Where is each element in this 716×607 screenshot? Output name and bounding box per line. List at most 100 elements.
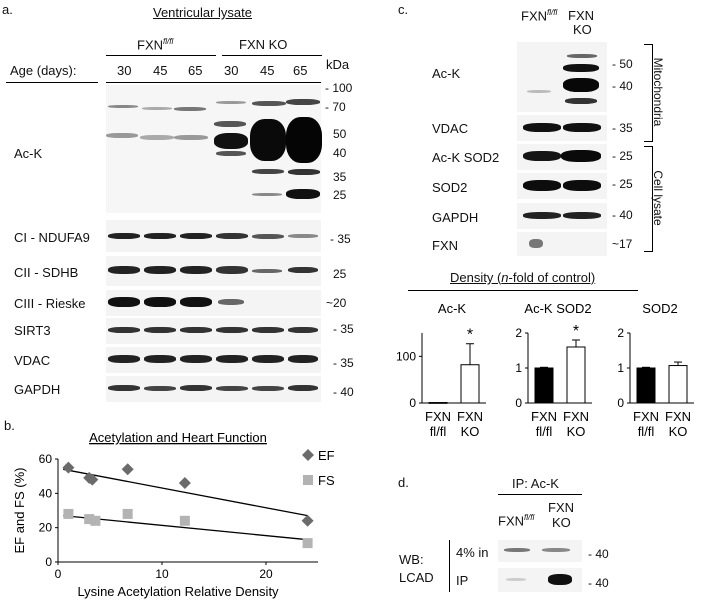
panel-a-letter: a.: [2, 2, 13, 17]
density-title: Density (n-fold of control): [450, 270, 596, 285]
y-tick-label: 0: [45, 555, 52, 569]
legend-marker-fs: [303, 475, 313, 485]
c-row-label-vdac: VDAC: [432, 121, 469, 136]
age-5: 45: [260, 63, 275, 78]
row-label-gapdh: GAPDH: [14, 382, 61, 397]
bar-ac-k-fxn-ko: [460, 364, 480, 404]
bracket-label-mitochondria: Mitochondria: [651, 57, 665, 127]
category-label-line2: KO: [461, 424, 480, 439]
y-tick-label: 40: [39, 486, 53, 500]
bar-y-tick-label-ac-k-sod2: 1: [515, 361, 522, 375]
ack-marker-50: 50: [333, 127, 347, 141]
panel-b-letter: b.: [4, 418, 15, 433]
row-label-ndufa9: CI - NDUFA9: [14, 230, 90, 245]
data-point-fs: [63, 508, 74, 519]
trendline-ef: [63, 468, 308, 517]
ack-marker-25: 25: [333, 188, 347, 202]
blot-rieske: [106, 290, 321, 316]
c-row-label-gapdh: GAPDH: [432, 210, 479, 225]
age-2: 45: [153, 63, 168, 78]
wb-label-1: WB:: [399, 552, 424, 567]
age-line: [106, 82, 321, 83]
d-row-4pct: 4% in: [456, 545, 489, 560]
age-label: Age (days):: [10, 63, 77, 78]
ip-line: [498, 494, 582, 495]
category-label-line1: FXN: [457, 409, 483, 424]
c-blot-sod2: [517, 173, 607, 199]
group-label-fxn-flfl: FXNfl/fl: [137, 37, 174, 53]
d-marker-2: - 40: [588, 576, 609, 590]
x-tick-label: 10: [155, 567, 169, 581]
bracket-label-cell-lysate: Cell lysate: [651, 170, 665, 226]
group-line-ko: [222, 55, 322, 56]
group-line-flfl: [106, 55, 216, 56]
y-tick-label: 20: [39, 521, 53, 535]
panel-d-letter: d.: [398, 475, 409, 490]
bar-y-tick-label-ac-k-sod2: 0: [515, 396, 522, 410]
age-3: 65: [188, 63, 203, 78]
significance-asterisk-ac-k: *: [467, 327, 473, 344]
legend-marker-ef: [302, 449, 314, 461]
scatter-chart: Acetylation and Heart Function 0 20 40 60 0 10…: [12, 430, 335, 599]
bar-y-tick-label-ac-k-sod2: 2: [515, 326, 522, 340]
legend-label-fs: FS: [318, 473, 335, 488]
age-underline: [6, 82, 98, 83]
row-marker-gapdh: - 40: [333, 385, 354, 399]
significance-asterisk-ac-k-sod2: *: [573, 323, 579, 340]
x-axis-label: Lysine Acetylation Relative Density: [77, 584, 279, 599]
bar-ac-k-fxn-flfl: [428, 402, 448, 404]
category-label-line1: FXN: [425, 409, 451, 424]
bar-y-tick-label-sod2: 1: [617, 361, 624, 375]
bar-y-tick-label-ac-k: 100: [396, 349, 416, 363]
d-col-fxn-ko-2: KO: [552, 515, 571, 530]
blot-sirt3: [106, 318, 321, 344]
row-marker-vdac: - 35: [333, 356, 354, 370]
d-marker-1: - 40: [588, 547, 609, 561]
d-blot-ip: [498, 568, 582, 592]
data-point-ef: [301, 514, 314, 527]
c-marker-sod2: - 25: [612, 177, 633, 191]
bar-y-tick-label-sod2: 0: [617, 396, 624, 410]
ack-marker-100: - 100: [325, 81, 353, 95]
ack-blot: [106, 85, 322, 213]
bar-sod2-fxn-flfl: [636, 367, 656, 404]
chart-title: Acetylation and Heart Function: [89, 430, 267, 445]
ack-marker-35: 35: [333, 170, 347, 184]
category-label-line1: FXN: [563, 409, 589, 424]
trendline-fs: [63, 515, 308, 541]
bar-chart-title-ac-k: Ac-K: [438, 301, 467, 316]
col-label-fxn-ko-2: KO: [573, 22, 592, 37]
age-6: 65: [293, 63, 308, 78]
y-tick-label: 60: [39, 452, 53, 466]
d-col-fxn-flfl: FXNfl/fl: [498, 513, 535, 529]
row-marker-sdhb: 25: [333, 267, 347, 281]
data-point-fs: [302, 538, 313, 549]
data-point-ef: [121, 463, 134, 476]
category-label-line2: KO: [567, 424, 586, 439]
category-label-line2: fl/fl: [430, 424, 447, 439]
row-label-sdhb: CII - SDHB: [14, 265, 79, 280]
category-label-line2: fl/fl: [638, 424, 655, 439]
blot-gapdh: [106, 376, 321, 402]
row-label-vdac: VDAC: [14, 353, 51, 368]
c-blot-ack-sod2: [517, 144, 607, 170]
density-title-line: [408, 290, 638, 291]
data-point-ef: [178, 477, 191, 490]
c-marker-ack-40: - 40: [612, 79, 633, 93]
d-divider: [449, 540, 450, 592]
data-point-ef: [62, 461, 75, 474]
panel-c-letter: c.: [398, 2, 409, 17]
wb-label-2: LCAD: [399, 570, 434, 585]
row-marker-sirt3: - 35: [333, 322, 354, 336]
bar-ac-k-sod2-fxn-ko: [566, 346, 586, 404]
c-row-label-fxn: FXN: [432, 238, 458, 253]
category-label-line1: FXN: [665, 409, 691, 424]
ack-label: Ac-K: [14, 146, 43, 161]
data-point-fs: [90, 515, 101, 526]
data-point-fs: [122, 508, 133, 519]
y-axis-label: EF and FS (%): [12, 468, 27, 554]
category-label-line2: KO: [669, 424, 688, 439]
bracket-mitochondria: [644, 44, 653, 142]
col-label-fxn-ko-1: FXN: [568, 8, 594, 23]
